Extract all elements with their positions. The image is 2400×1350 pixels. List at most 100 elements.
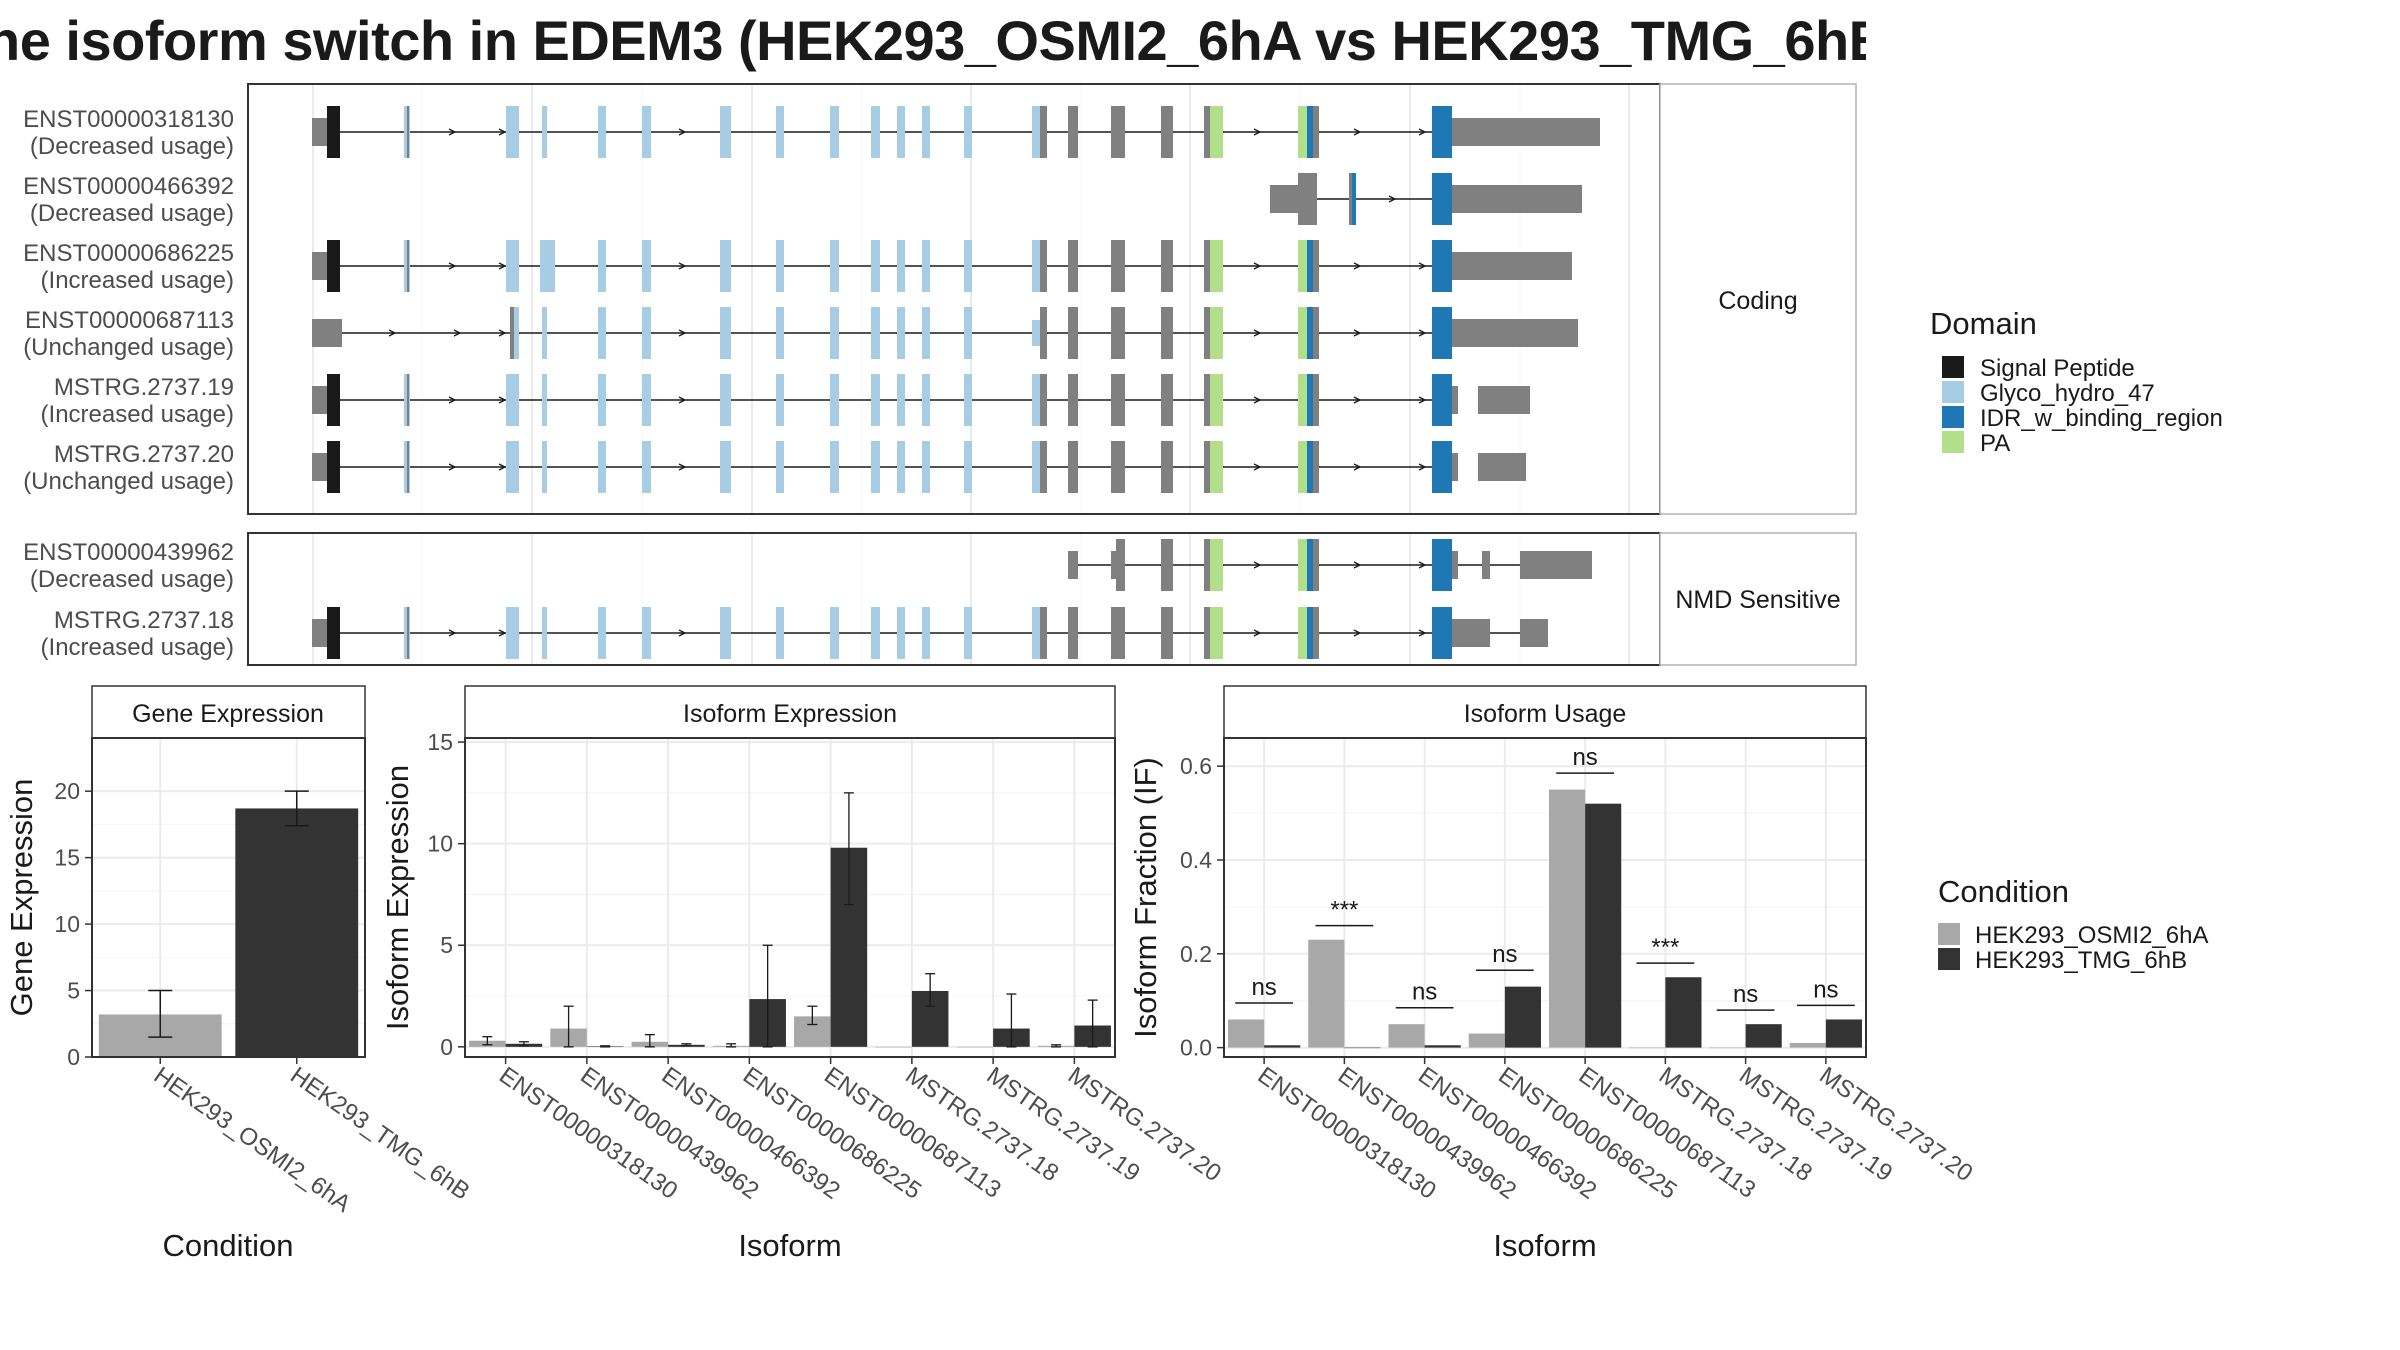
- exon: [1307, 106, 1313, 158]
- exon: [1040, 307, 1047, 359]
- bar: [1504, 986, 1541, 1048]
- exon: [830, 607, 839, 659]
- strand-arrow: [1253, 262, 1262, 270]
- transcript-usage-label: (Increased usage): [41, 267, 234, 294]
- strand-arrow: [448, 396, 457, 404]
- strand-arrow: [448, 463, 457, 471]
- exon: [720, 441, 731, 493]
- error-bar: [284, 790, 309, 827]
- transcript-id-label: ENST00000686225: [23, 240, 234, 267]
- exon: [542, 374, 547, 426]
- transcript-usage-label: (Increased usage): [41, 401, 234, 428]
- significance-label: ***: [1651, 934, 1679, 961]
- exon: [1313, 240, 1319, 292]
- error-bar: [762, 944, 773, 1048]
- exon: [1520, 551, 1592, 579]
- y-tick-label: 10: [427, 831, 453, 857]
- legend-label: PA: [1980, 430, 2010, 457]
- legend-swatch: [1942, 406, 1964, 428]
- exon: [871, 106, 880, 158]
- exon: [1111, 441, 1125, 493]
- exon: [1068, 106, 1078, 158]
- exon: [1298, 374, 1307, 426]
- transcript-id-label: ENST00000687113: [25, 307, 234, 334]
- significance-label: ns: [1412, 979, 1437, 1006]
- strand-arrow: [1253, 396, 1262, 404]
- bar: [1344, 1047, 1381, 1049]
- exon: [1307, 307, 1313, 359]
- exon: [776, 106, 784, 158]
- exon: [1032, 607, 1040, 659]
- exon: [1298, 539, 1307, 591]
- exon: [922, 441, 930, 493]
- exon: [897, 106, 905, 158]
- exon: [1432, 374, 1452, 426]
- exon: [871, 374, 880, 426]
- strand-arrow: [678, 463, 687, 471]
- transcript-labels: ENST00000318130(Decreased usage)ENST0000…: [23, 106, 234, 661]
- exon: [327, 374, 340, 426]
- transcript-id-label: MSTRG.2737.19: [54, 374, 234, 401]
- strand-arrow: [1253, 329, 1262, 337]
- exon: [922, 374, 930, 426]
- coding-strip-label: Coding: [1718, 287, 1797, 315]
- domain-legend: Domain Signal PeptideGlyco_hydro_47IDR_w…: [1930, 306, 2223, 457]
- error-bar: [1051, 1044, 1062, 1048]
- transcript-id-label: MSTRG.2737.20: [54, 441, 234, 468]
- exon: [1032, 441, 1040, 493]
- exon: [506, 441, 519, 493]
- exon: [407, 607, 409, 659]
- exon: [830, 441, 839, 493]
- exon: [1298, 173, 1317, 225]
- exon: [1452, 319, 1578, 347]
- transcript-usage-label: (Decreased usage): [30, 200, 234, 227]
- bar: [1629, 1047, 1666, 1049]
- exon: [542, 307, 547, 359]
- bar: [1549, 789, 1586, 1048]
- exon: [506, 607, 519, 659]
- exon: [1298, 240, 1307, 292]
- exon: [897, 240, 905, 292]
- transcript-structure-plot: Coding NMD Sensitive ENST00000318130(Dec…: [23, 83, 1857, 666]
- legend-swatch: [1942, 356, 1964, 378]
- error-bar: [482, 1036, 493, 1046]
- exon: [312, 252, 327, 280]
- structure-grid: [312, 85, 1630, 664]
- exon: [510, 307, 516, 359]
- exon: [1352, 173, 1356, 225]
- exon: [312, 386, 327, 414]
- exon: [1204, 441, 1210, 493]
- exon: [1204, 106, 1210, 158]
- exon: [327, 441, 340, 493]
- y-tick-label: 15: [54, 845, 80, 871]
- legend-label: HEK293_OSMI2_6hA: [1975, 922, 2208, 949]
- bar: [1665, 977, 1702, 1048]
- exon: [1482, 551, 1490, 579]
- exon: [1111, 240, 1125, 292]
- transcript-row: [312, 607, 1548, 659]
- exon: [720, 240, 731, 292]
- exon: [327, 106, 340, 158]
- exon: [1432, 539, 1452, 591]
- exon: [1111, 374, 1125, 426]
- exon: [1040, 607, 1047, 659]
- exon: [1204, 240, 1210, 292]
- legend-swatch: [1938, 923, 1960, 945]
- exon: [1432, 173, 1452, 225]
- exon: [1161, 607, 1173, 659]
- plot-background: [465, 738, 1115, 1057]
- bar: [1468, 1033, 1505, 1048]
- domain-legend-title: Domain: [1930, 306, 2037, 341]
- exon: [598, 441, 606, 493]
- exon: [1452, 453, 1458, 481]
- exon: [407, 441, 409, 493]
- exon: [407, 240, 409, 292]
- strand-arrow: [498, 463, 507, 471]
- y-axis-title: Isoform Expression: [380, 765, 415, 1030]
- exon: [1313, 106, 1319, 158]
- strand-arrow: [498, 629, 507, 637]
- exon: [1210, 240, 1223, 292]
- bar: [1308, 939, 1345, 1048]
- strand-arrow: [1418, 329, 1427, 337]
- coding-panel: [247, 83, 1661, 515]
